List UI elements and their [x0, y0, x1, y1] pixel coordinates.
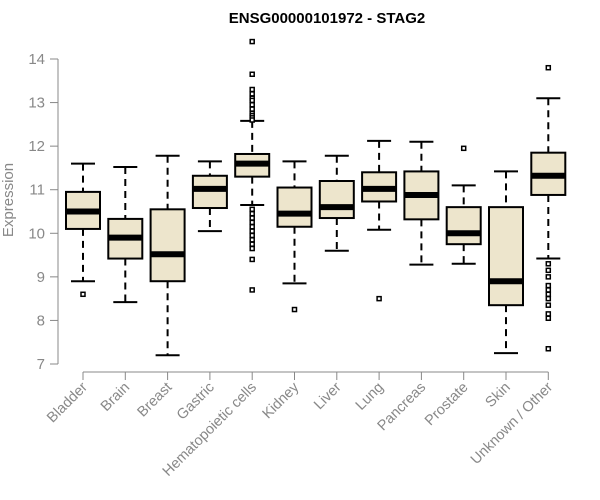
box-group: [276, 160, 313, 313]
outlier-point: [545, 295, 552, 302]
box-group: [149, 154, 186, 357]
y-axis: 7 8 9 10 11 12 13 14: [28, 51, 59, 373]
y-tick-label: 10: [28, 225, 45, 242]
outlier-point: [545, 346, 552, 352]
outlier-point: [249, 102, 255, 108]
outlier-point: [249, 106, 255, 112]
outlier-point: [249, 256, 255, 263]
outlier-point: [545, 315, 552, 321]
x-tick-label: Prostate: [422, 380, 471, 429]
outlier-point: [249, 97, 255, 104]
outlier-point: [545, 274, 552, 280]
y-tick-label: 9: [37, 269, 45, 286]
y-tick-label: 12: [28, 138, 45, 155]
box-group: [445, 145, 482, 265]
outlier-point: [249, 237, 255, 243]
x-tick-label: Lung: [353, 380, 387, 414]
outlier-point: [249, 224, 255, 230]
outlier-point: [249, 38, 255, 45]
outlier-point: [249, 86, 255, 93]
outlier-point: [545, 261, 552, 267]
outlier-point: [545, 287, 552, 293]
y-tick-label: 11: [29, 182, 45, 199]
outlier-point: [460, 145, 467, 152]
outlier-point: [545, 64, 552, 71]
outlier-point: [545, 302, 552, 308]
y-axis-label: Expression: [0, 163, 17, 237]
box: [149, 208, 186, 283]
outlier-point: [545, 267, 552, 274]
box-group: [191, 160, 228, 233]
box: [276, 186, 313, 228]
x-tick-label: Bladder: [44, 379, 91, 426]
x-tick-label: Breast: [134, 380, 175, 421]
box-group: [530, 64, 567, 352]
x-tick-label: Unknown / Other: [468, 379, 556, 467]
box-group: [65, 162, 101, 298]
outlier-point: [545, 311, 552, 317]
box: [318, 180, 355, 220]
outlier-point: [249, 232, 255, 239]
outlier-point: [249, 71, 255, 77]
box-group: [488, 170, 524, 355]
outlier-point: [249, 91, 255, 97]
outlier-point: [249, 219, 255, 226]
outlier-point: [249, 215, 255, 221]
outlier-point: [80, 291, 86, 298]
outlier-point: [291, 306, 298, 313]
y-tick-label: 13: [28, 95, 45, 112]
box-group: [107, 166, 144, 304]
box-group: [234, 38, 271, 293]
outlier-point: [249, 245, 255, 252]
chart-title: ENSG00000101972 - STAG2: [229, 10, 426, 27]
box: [488, 206, 524, 307]
box: [445, 206, 482, 246]
outlier-point: [545, 282, 552, 289]
x-tick-label: Kidney: [260, 379, 303, 422]
box-group: [318, 154, 355, 252]
outlier-point: [249, 117, 255, 123]
outlier-point: [376, 295, 382, 302]
outlier-point: [545, 291, 552, 298]
x-tick-label: Liver: [311, 379, 345, 413]
outlier-point: [249, 228, 255, 234]
x-tick-label: Skin: [483, 380, 514, 411]
outlier-point: [249, 241, 255, 247]
box-group: [361, 139, 398, 302]
outlier-point: [249, 287, 255, 293]
outlier-point: [249, 210, 255, 217]
y-tick-label: 8: [37, 312, 45, 329]
box-series: [65, 38, 567, 357]
y-tick-label: 7: [37, 356, 45, 373]
y-tick-label: 14: [28, 51, 45, 68]
outlier-point: [249, 206, 255, 213]
box-group: [403, 140, 440, 266]
box: [191, 174, 228, 210]
x-tick-label: Brain: [98, 380, 133, 415]
